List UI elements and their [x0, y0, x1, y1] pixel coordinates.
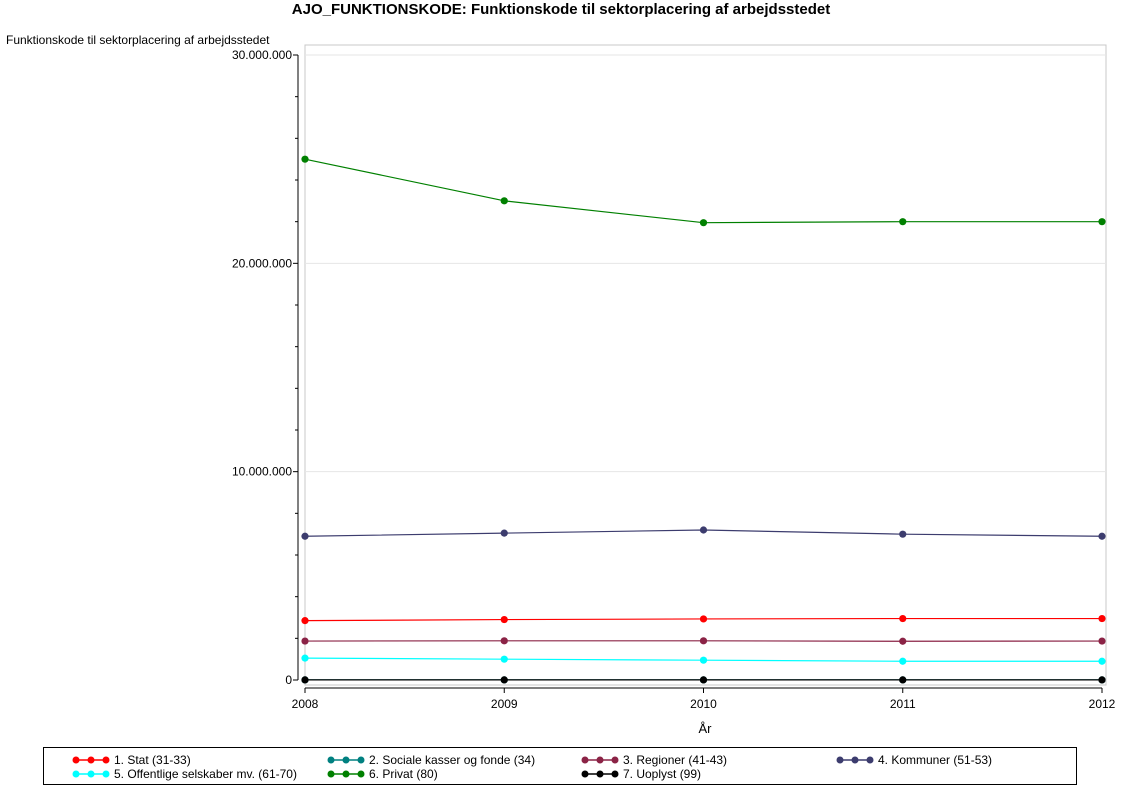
legend-label: 5. Offentlige selskaber mv. (61-70) — [114, 767, 297, 781]
x-tick-label: 2010 — [690, 697, 717, 711]
x-tick-label: 2008 — [292, 697, 319, 711]
data-point — [301, 676, 309, 684]
legend-swatch — [581, 770, 619, 778]
legend-swatch — [327, 756, 365, 764]
series-4 — [301, 526, 1106, 540]
data-point — [500, 615, 508, 624]
data-point — [1098, 218, 1106, 226]
data-point — [899, 637, 907, 645]
data-point — [1098, 532, 1106, 540]
x-axis-title: År — [699, 721, 713, 736]
x-axis: 2008 2009 2010 2011 2012 — [292, 687, 1116, 711]
y-tick-label: 20.000.000 — [232, 256, 292, 270]
data-point — [899, 676, 907, 684]
data-point — [899, 530, 907, 538]
legend-label: 3. Regioner (41-43) — [623, 753, 728, 767]
data-point — [699, 676, 708, 684]
data-point — [500, 676, 508, 684]
legend-item: 2. Sociale kasser og fonde (34) — [327, 753, 535, 767]
legend-item: 5. Offentlige selskaber mv. (61-70) — [72, 767, 297, 781]
data-point — [699, 615, 708, 623]
data-point — [301, 617, 309, 625]
plot-area — [304, 44, 1107, 686]
line-chart: 0 10.000.000 20.000.000 30.000.000 2008 2009… — [232, 44, 1116, 736]
legend-swatch — [581, 756, 619, 764]
series-group — [301, 155, 1106, 684]
series-7 — [301, 676, 1106, 684]
legend-label: 1. Stat (31-33) — [114, 753, 191, 767]
data-point — [699, 526, 708, 534]
data-point — [500, 529, 508, 537]
data-point — [1098, 637, 1106, 645]
data-point — [1098, 657, 1106, 665]
chart-title: AJO_FUNKTIONSKODE: Funktionskode til sek… — [291, 1, 831, 18]
gridlines — [305, 54, 1106, 681]
data-point — [899, 218, 907, 226]
data-point — [1098, 676, 1106, 684]
data-point — [301, 155, 309, 163]
y-tick-label: 30.000.000 — [232, 48, 292, 62]
legend-label: 6. Privat (80) — [369, 767, 438, 781]
data-point — [500, 637, 508, 645]
data-point — [500, 655, 508, 663]
legend-swatch — [327, 770, 365, 778]
data-point — [301, 532, 309, 540]
legend-item: 4. Kommuner (51-53) — [836, 753, 992, 767]
y-tick-label: 10.000.000 — [232, 465, 292, 479]
data-point — [500, 197, 508, 205]
series-1 — [301, 614, 1106, 625]
data-point — [899, 614, 907, 623]
legend-item: 3. Regioner (41-43) — [581, 753, 727, 767]
data-point — [1098, 614, 1106, 623]
legend-swatch — [72, 770, 110, 778]
legend-label: 2. Sociale kasser og fonde (34) — [369, 753, 536, 767]
series-6 — [301, 155, 1106, 227]
data-point — [699, 637, 708, 645]
data-point — [899, 657, 907, 665]
series-3 — [301, 637, 1106, 645]
x-tick-label: 2012 — [1089, 697, 1116, 711]
legend-swatch — [72, 756, 110, 764]
x-tick-label: 2011 — [890, 697, 916, 711]
legend-item: 6. Privat (80) — [327, 767, 438, 781]
y-axis: 0 10.000.000 20.000.000 30.000.000 — [232, 48, 299, 687]
data-point — [699, 219, 708, 227]
y-axis-title: Funktionskode til sektorplacering af arb… — [6, 33, 270, 47]
data-point — [699, 656, 708, 664]
legend-label: 4. Kommuner (51-53) — [878, 753, 993, 767]
legend-item: 1. Stat (31-33) — [72, 753, 191, 767]
x-tick-label: 2009 — [491, 697, 518, 711]
series-line — [304, 158, 1102, 224]
legend: 1. Stat (31-33) 2. Sociale kasser og fond… — [43, 747, 1077, 785]
data-point — [301, 654, 309, 662]
legend-label: 7. Uoplyst (99) — [623, 767, 702, 781]
legend-swatch — [836, 756, 874, 764]
series-5 — [301, 654, 1106, 665]
data-point — [301, 637, 309, 645]
y-tick-label: 0 — [285, 673, 292, 687]
legend-item: 7. Uoplyst (99) — [581, 767, 701, 781]
